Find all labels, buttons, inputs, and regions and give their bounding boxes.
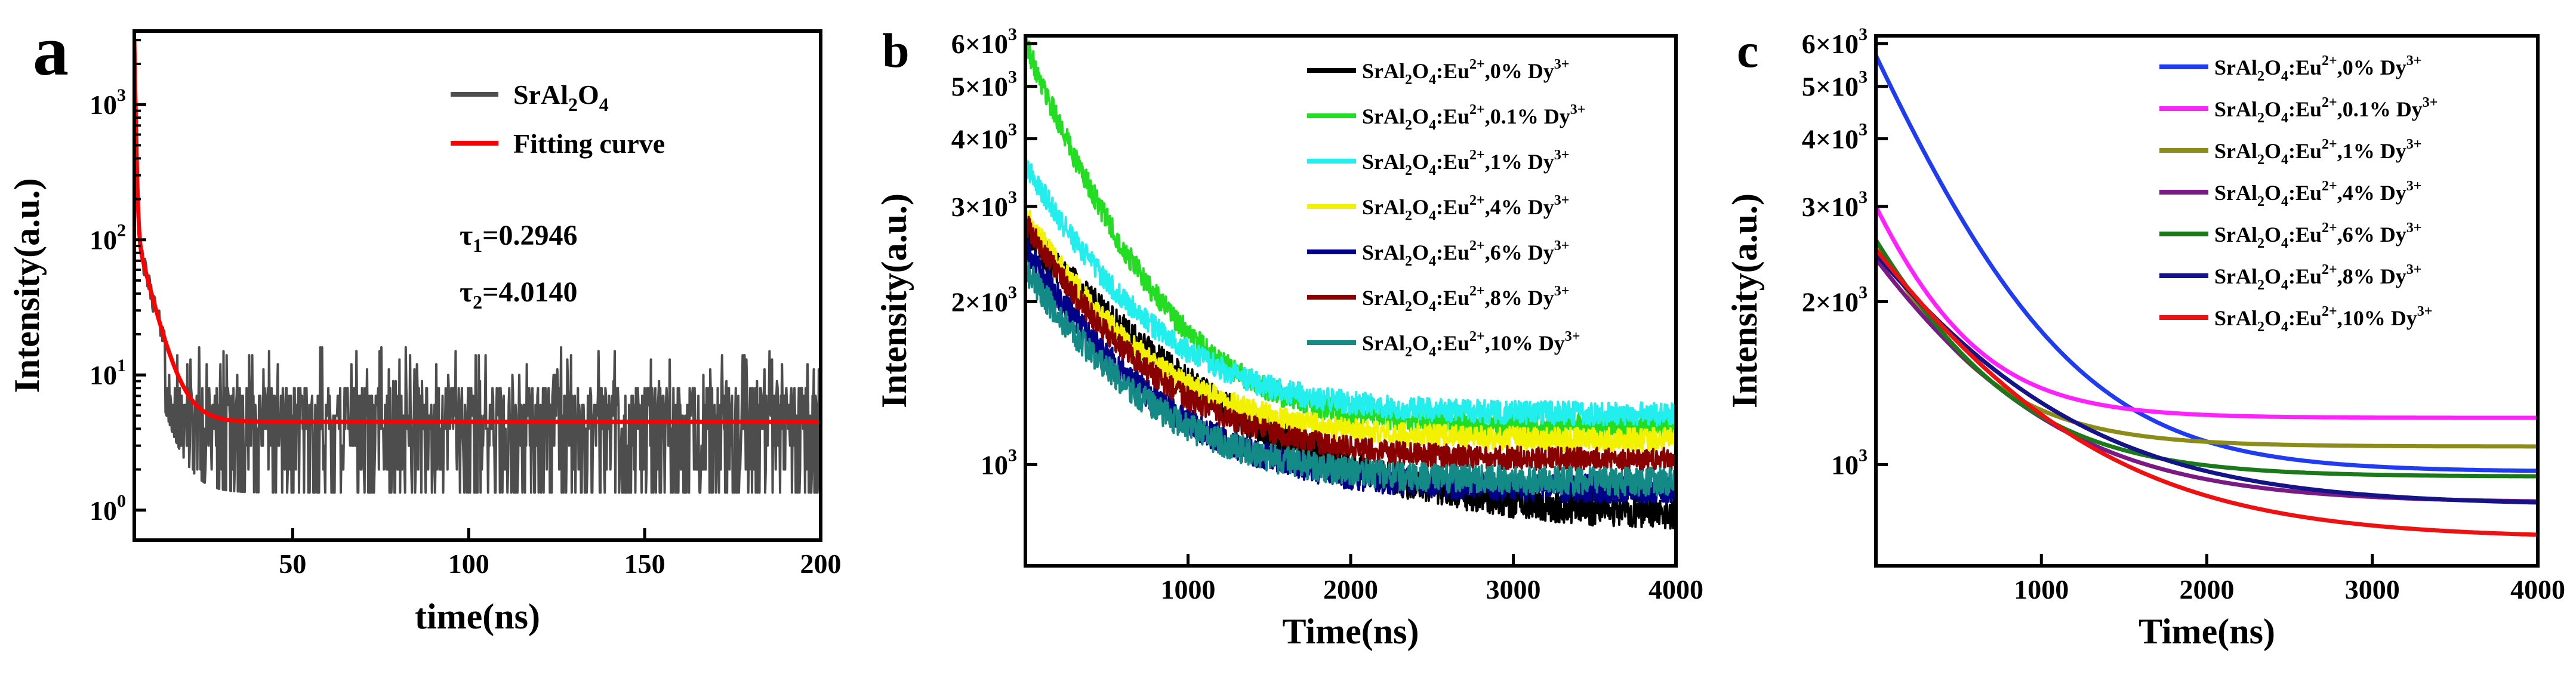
x-tick-label: 2000 [2180,574,2235,605]
tau-annotation: τ1=0.2946 [460,220,577,256]
y-tick-label: 2×103 [1802,282,1868,317]
series-line-7 [1876,248,2538,537]
x-tick-label: 3000 [2345,574,2400,605]
x-tick-label: 1000 [1161,574,1216,605]
legend-entry: SrAl2O4:Eu2+,10% Dy3+ [2214,304,2432,335]
x-tick-label: 3000 [1486,574,1541,605]
tau-annotation: τ2=4.0140 [460,276,577,313]
series-line-7 [1025,261,1676,497]
series-line-6 [1876,252,2538,505]
legend-entry: SrAl2O4:Eu2+,1% Dy3+ [2214,137,2421,168]
x-tick-label: 2000 [1323,574,1378,605]
x-tick-label: 50 [279,548,306,579]
y-tick-label: 102 [90,221,126,255]
series-line-1 [1876,54,2538,473]
y-tick-label: 5×103 [951,67,1017,102]
y-tick-label: 3×103 [1802,187,1868,222]
series-line-1 [134,46,821,494]
legend-entry: SrAl2O4:Eu2+,8% Dy3+ [1362,283,1569,315]
x-tick-label: 4000 [2510,574,2565,605]
y-tick-label: 103 [1831,445,1868,480]
legend-entry: SrAl2​O4​ [513,79,609,115]
panel-c: 1000 2000 3000 4000 103 2×103 3×103 4×103 5×103 6… [1725,23,2565,651]
plot-frame [1874,34,2540,568]
panel-b: 1000 2000 3000 4000 103 2×103 3×103 4×103 5×103 6… [874,23,1703,651]
legend-entry: SrAl2O4:Eu2+,0.1% Dy3+ [2214,95,2438,126]
series-line-2 [1876,205,2538,420]
legend-entry: SrAl2O4:Eu2+,0% Dy3+ [1362,57,1569,88]
x-axis-label: Time(ns) [2139,612,2275,651]
x-tick-label: 200 [800,548,842,579]
plot-area [1876,54,2538,537]
y-tick-label: 101 [90,356,126,390]
y-tick-label: 5×103 [1802,67,1868,102]
panel-label: b [882,23,910,78]
legend: SrAl2O4:Eu2+,0% Dy3+ SrAl2O4:Eu2+,0.1% Dy… [1307,57,1585,360]
y-axis-label: Intensity(a.u.) [874,193,914,408]
legend-entry: SrAl2O4:Eu2+,6% Dy3+ [1362,238,1569,269]
series-line-3 [1025,159,1676,427]
x-tick-label: 100 [448,548,489,579]
plot-area [1025,37,1676,530]
legend-entry: SrAl2O4:Eu2+,1% Dy3+ [1362,147,1569,178]
series-line-6 [1025,215,1676,472]
legend: SrAl2​O4​ Fitting curve [451,79,665,159]
y-tick-label: 103 [90,85,126,120]
y-tick-label: 3×103 [951,187,1017,222]
panel-a: 50 100 150 200 100 101 102 103 time(ns) Intensity… [7,11,842,636]
panel-label: c [1737,23,1758,78]
series-line-5 [1876,239,2538,479]
y-tick-label: 4×103 [1802,120,1868,155]
x-tick-label: 1000 [2014,574,2069,605]
legend-entry: SrAl2O4:Eu2+,0.1% Dy3+ [1362,102,1585,133]
x-axis-label: Time(ns) [1283,612,1419,651]
legend-entry: SrAl2O4:Eu2+,6% Dy3+ [2214,220,2421,251]
legend-entry: SrAl2O4:Eu2+,8% Dy3+ [2214,262,2421,293]
legend: SrAl2O4:Eu2+,0% Dy3+ SrAl2O4:Eu2+,0.1% Dy… [2159,53,2438,335]
x-tick-label: 4000 [1648,574,1703,605]
legend-entry: SrAl2O4:Eu2+,4% Dy3+ [1362,193,1569,224]
panel-label: a [33,11,69,90]
y-tick-label: 4×103 [951,120,1017,155]
legend-entry: SrAl2O4:Eu2+,10% Dy3+ [1362,329,1580,360]
y-tick-label: 6×103 [951,24,1017,59]
y-tick-label: 6×103 [1802,24,1868,59]
y-axis-label: Intensity(a.u.) [1725,193,1764,408]
y-tick-label: 103 [981,445,1017,480]
y-tick-label: 100 [90,491,126,526]
legend-entry: SrAl2O4:Eu2+,4% Dy3+ [2214,178,2421,209]
legend-entry: SrAl2O4:Eu2+,0% Dy3+ [2214,53,2421,84]
y-axis-label: Intensity(a.u.) [7,178,47,393]
y-tick-label: 2×103 [951,282,1017,317]
series-line-2 [134,39,821,424]
plot-frame [133,29,822,542]
plot-area [134,39,821,494]
legend-entry: Fitting curve [513,128,665,159]
x-axis-label: time(ns) [415,597,540,636]
x-tick-label: 150 [624,548,665,579]
